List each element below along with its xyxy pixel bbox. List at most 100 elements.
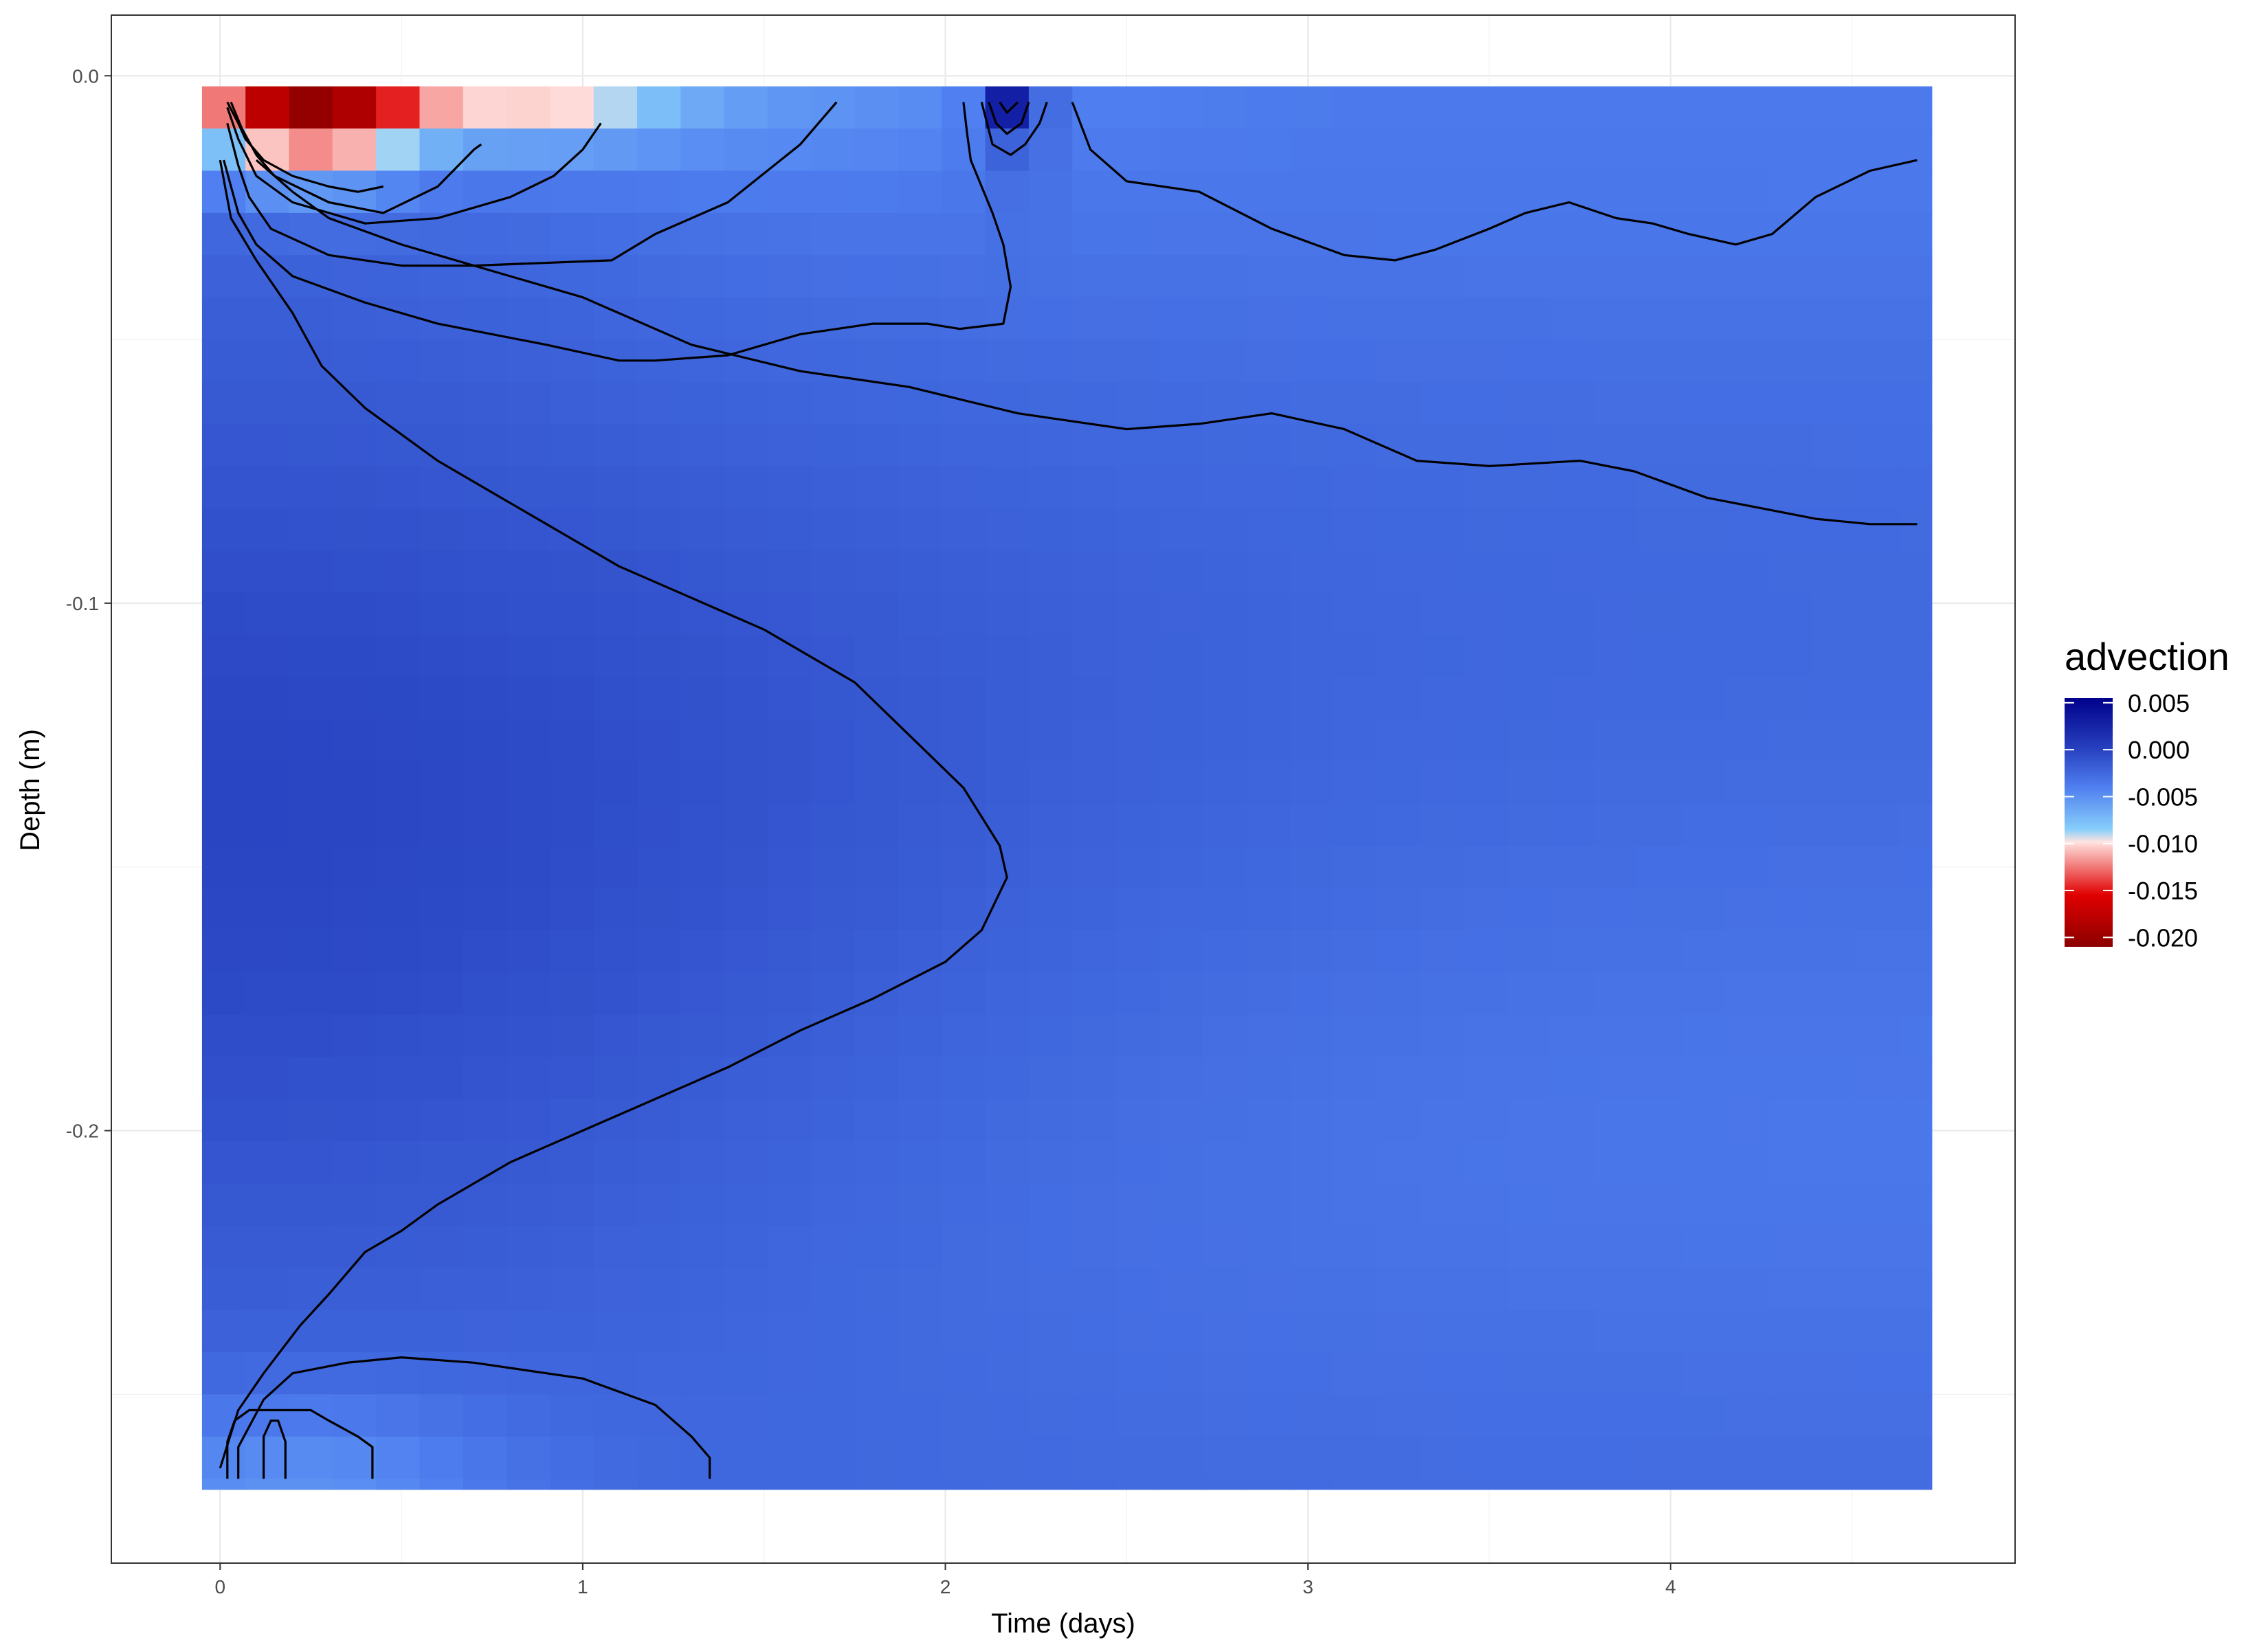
heat-cell bbox=[1159, 1141, 1203, 1185]
heat-cell bbox=[1550, 677, 1595, 720]
heat-cell bbox=[1115, 1268, 1160, 1311]
heat-cell bbox=[245, 719, 290, 762]
heat-cell bbox=[1420, 1225, 1465, 1268]
heat-cell bbox=[1812, 1351, 1856, 1395]
heat-cell bbox=[680, 508, 725, 551]
heat-cell bbox=[419, 1310, 464, 1353]
heat-cell bbox=[1028, 1141, 1073, 1185]
heat-cell bbox=[332, 972, 377, 1016]
heat-cell bbox=[637, 846, 682, 889]
heat-cell bbox=[724, 212, 768, 256]
heat-cell bbox=[376, 846, 421, 889]
heat-cell bbox=[1812, 1014, 1856, 1057]
heat-cell bbox=[1028, 1394, 1073, 1437]
heat-cell bbox=[332, 550, 377, 594]
heat-cell bbox=[767, 1057, 812, 1100]
heat-cell bbox=[1159, 677, 1203, 720]
heat-cell bbox=[1812, 339, 1856, 383]
heat-cell bbox=[854, 1479, 899, 1490]
heat-cell bbox=[985, 930, 1030, 974]
heat-cell bbox=[1724, 846, 1770, 889]
heat-cell bbox=[376, 423, 421, 467]
heat-cell bbox=[1072, 677, 1117, 720]
heat-cell bbox=[767, 634, 812, 678]
heat-cell bbox=[767, 677, 812, 720]
heat-cell bbox=[1638, 719, 1682, 762]
heat-cell bbox=[1159, 592, 1203, 636]
heat-cell bbox=[1507, 1014, 1552, 1057]
heat-cell bbox=[811, 1479, 856, 1490]
heat-cell bbox=[1420, 381, 1465, 425]
heat-cell bbox=[1899, 719, 1933, 762]
heat-cell bbox=[1550, 1225, 1595, 1268]
heat-cell bbox=[767, 423, 812, 467]
heat-cell bbox=[1115, 1099, 1160, 1142]
heat-cell bbox=[898, 803, 943, 846]
heat-cell bbox=[854, 1057, 899, 1100]
heat-cell bbox=[1768, 719, 1813, 762]
heat-cell bbox=[419, 1394, 464, 1437]
heat-cell bbox=[1550, 846, 1595, 889]
heat-cell bbox=[1464, 1351, 1509, 1395]
heat-cell bbox=[985, 1225, 1030, 1268]
heat-cell bbox=[1159, 1225, 1203, 1268]
heat-cell bbox=[1855, 677, 1900, 720]
heat-cell bbox=[854, 1394, 899, 1437]
heat-cell bbox=[1855, 1014, 1900, 1057]
heat-cell bbox=[767, 803, 812, 846]
heat-cell bbox=[507, 1099, 551, 1142]
heat-cell bbox=[942, 719, 986, 762]
heat-cell bbox=[507, 339, 551, 383]
heat-cell bbox=[1550, 297, 1595, 340]
heat-cell bbox=[942, 1014, 986, 1057]
heat-cell bbox=[1203, 1141, 1247, 1185]
heat-cell bbox=[1159, 1310, 1203, 1353]
heat-cell bbox=[1377, 803, 1421, 846]
heat-cell bbox=[1464, 888, 1509, 931]
heat-cell bbox=[1072, 1057, 1117, 1100]
heat-cell bbox=[898, 1268, 943, 1311]
heat-cell bbox=[1899, 930, 1933, 974]
heat-cell bbox=[680, 128, 725, 172]
heat-cell bbox=[1333, 508, 1378, 551]
heat-cell bbox=[1855, 1351, 1900, 1395]
heat-cell bbox=[1855, 1183, 1900, 1226]
heat-cell bbox=[289, 466, 333, 509]
heat-cell bbox=[1550, 1394, 1595, 1437]
heat-cell bbox=[854, 466, 899, 509]
heat-cell bbox=[767, 255, 812, 298]
heat-cell bbox=[245, 1310, 290, 1353]
heat-cell bbox=[550, 86, 594, 129]
heat-cell bbox=[507, 972, 551, 1016]
heat-cell bbox=[201, 888, 247, 931]
heat-cell bbox=[637, 1183, 682, 1226]
heat-cell bbox=[1464, 1099, 1509, 1142]
heat-cell bbox=[1638, 1479, 1682, 1490]
heat-cell bbox=[1812, 1099, 1856, 1142]
heat-cell bbox=[985, 677, 1030, 720]
heat-cell bbox=[201, 1351, 247, 1395]
heat-cell bbox=[1203, 972, 1247, 1016]
heat-cell bbox=[724, 1225, 768, 1268]
heat-cell bbox=[1115, 86, 1160, 129]
heat-cell bbox=[637, 888, 682, 931]
heat-cell bbox=[1115, 719, 1160, 762]
heat-cell bbox=[1812, 212, 1856, 256]
heat-cell bbox=[1377, 1479, 1421, 1490]
heat-cell bbox=[1203, 1183, 1247, 1226]
heat-cell bbox=[332, 381, 377, 425]
heat-cell bbox=[1681, 1099, 1726, 1142]
contour-line bbox=[226, 101, 838, 267]
heat-cell bbox=[680, 339, 725, 383]
heat-cell bbox=[1594, 1268, 1639, 1311]
heat-cell bbox=[898, 128, 943, 172]
heat-cell bbox=[1246, 381, 1291, 425]
heat-cell bbox=[1333, 1310, 1378, 1353]
heat-cell bbox=[767, 1099, 812, 1142]
heat-cell bbox=[1333, 1183, 1378, 1226]
heat-cell bbox=[593, 86, 638, 129]
heat-cell bbox=[767, 888, 812, 931]
heat-cell bbox=[1420, 761, 1465, 805]
heat-cell bbox=[1203, 677, 1247, 720]
heat-cell bbox=[1638, 170, 1682, 214]
